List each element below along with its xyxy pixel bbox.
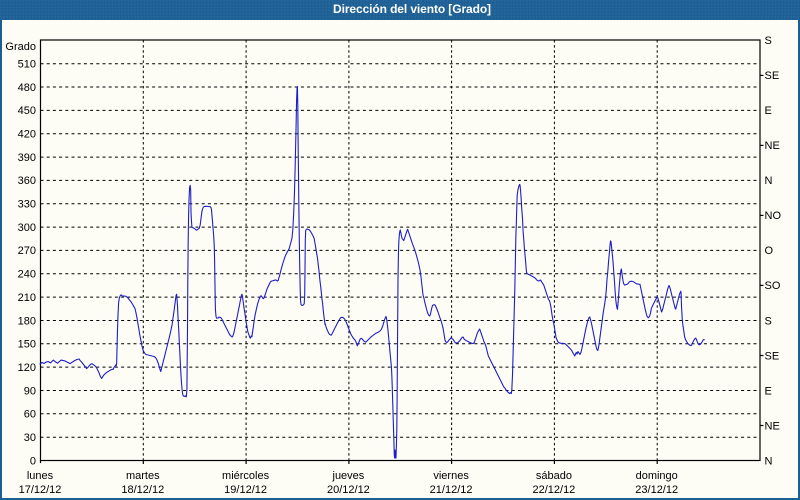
svg-text:360: 360: [18, 175, 36, 187]
svg-text:S: S: [765, 35, 772, 47]
svg-text:lunes: lunes: [27, 470, 54, 482]
svg-text:SE: SE: [765, 350, 780, 362]
svg-text:480: 480: [18, 82, 36, 94]
svg-text:270: 270: [18, 245, 36, 257]
svg-text:0: 0: [30, 455, 36, 467]
svg-text:NO: NO: [765, 210, 782, 222]
svg-text:30: 30: [24, 432, 36, 444]
svg-text:miércoles: miércoles: [222, 470, 270, 482]
svg-text:sábado: sábado: [536, 470, 572, 482]
svg-text:330: 330: [18, 199, 36, 211]
svg-text:viernes: viernes: [433, 470, 469, 482]
svg-text:S: S: [765, 315, 772, 327]
svg-text:450: 450: [18, 105, 36, 117]
svg-text:SO: SO: [765, 280, 781, 292]
svg-text:NE: NE: [765, 140, 780, 152]
svg-text:SE: SE: [765, 70, 780, 82]
svg-text:420: 420: [18, 129, 36, 141]
svg-text:domingo: domingo: [636, 470, 678, 482]
svg-text:60: 60: [24, 409, 36, 421]
svg-text:22/12/12: 22/12/12: [532, 484, 575, 496]
svg-text:150: 150: [18, 339, 36, 351]
svg-text:120: 120: [18, 362, 36, 374]
svg-text:300: 300: [18, 222, 36, 234]
svg-text:E: E: [765, 105, 772, 117]
svg-text:E: E: [765, 385, 772, 397]
svg-text:N: N: [765, 455, 773, 467]
svg-text:240: 240: [18, 269, 36, 281]
svg-text:NE: NE: [765, 420, 780, 432]
svg-text:O: O: [765, 245, 774, 257]
svg-text:510: 510: [18, 59, 36, 71]
svg-text:jueves: jueves: [332, 470, 365, 482]
svg-text:20/12/12: 20/12/12: [327, 484, 370, 496]
svg-text:martes: martes: [126, 470, 160, 482]
svg-text:90: 90: [24, 385, 36, 397]
svg-text:Grado: Grado: [5, 41, 36, 53]
svg-text:17/12/12: 17/12/12: [19, 484, 62, 496]
svg-text:180: 180: [18, 315, 36, 327]
svg-text:19/12/12: 19/12/12: [224, 484, 267, 496]
svg-text:18/12/12: 18/12/12: [121, 484, 164, 496]
svg-text:21/12/12: 21/12/12: [430, 484, 473, 496]
svg-text:210: 210: [18, 292, 36, 304]
svg-text:N: N: [765, 175, 773, 187]
svg-text:390: 390: [18, 152, 36, 164]
svg-text:23/12/12: 23/12/12: [635, 484, 678, 496]
